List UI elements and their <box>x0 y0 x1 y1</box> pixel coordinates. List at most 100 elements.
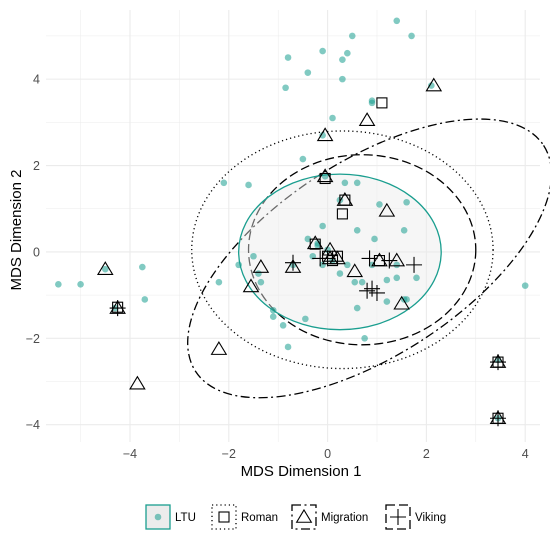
migration-point <box>242 278 260 293</box>
ltu-point <box>408 32 415 40</box>
migration-point <box>316 168 334 183</box>
x-tick-label: 4 <box>522 447 529 461</box>
ltu-point <box>393 17 401 25</box>
y-axis-title: MDS Dimension 2 <box>8 170 25 291</box>
ltu-point <box>77 281 84 288</box>
ltu-point <box>393 261 401 269</box>
migration-point <box>371 252 388 267</box>
ltu-point <box>302 315 309 323</box>
ltu-point <box>361 335 368 342</box>
ltu-point <box>250 252 257 260</box>
legend-key-marker <box>295 508 313 523</box>
ltu-point <box>101 265 109 273</box>
migration-point <box>210 341 228 355</box>
migration-point <box>336 192 354 206</box>
ltu-point <box>341 179 349 187</box>
ellipse-viking <box>247 154 477 346</box>
legend-key-box <box>211 504 237 530</box>
roman-point <box>336 208 348 220</box>
ltu-point <box>353 227 361 234</box>
ltu-point <box>139 263 146 271</box>
ltu-point <box>344 261 351 269</box>
data-points <box>55 17 529 427</box>
viking-point <box>361 250 378 267</box>
migration-point <box>425 77 443 92</box>
ltu-point <box>376 201 383 208</box>
ltu-point <box>339 56 346 63</box>
ltu-point <box>282 84 289 92</box>
x-axis-title: MDS Dimension 1 <box>241 463 362 480</box>
ltu-point <box>319 47 326 55</box>
ltu-point <box>321 173 329 180</box>
y-tick-label: 0 <box>33 245 40 259</box>
ltu-point <box>413 274 420 282</box>
y-tick-label: 4 <box>33 73 40 87</box>
migration-point <box>358 112 376 126</box>
migration-point <box>129 375 146 390</box>
viking-point <box>359 282 376 299</box>
y-tick-label: 2 <box>33 159 40 173</box>
ltu-point <box>284 343 292 351</box>
ltu-point <box>521 282 529 289</box>
legend-label: Migration <box>321 512 368 524</box>
ltu-point <box>329 114 336 122</box>
viking-point <box>381 252 398 269</box>
ltu-point <box>269 306 277 314</box>
legend-key-marker <box>218 511 230 523</box>
ltu-point <box>319 222 326 230</box>
grid-lines <box>46 10 540 442</box>
legend-item-roman: Roman <box>211 504 278 530</box>
viking-point <box>285 254 301 271</box>
ltu-point <box>279 322 287 329</box>
viking-point <box>109 300 126 317</box>
legend-key-box <box>291 504 317 530</box>
migration-point <box>284 258 302 273</box>
ltu-point <box>383 298 391 305</box>
legend-key-marker <box>154 513 162 521</box>
ltu-point <box>353 304 361 312</box>
legend-label: LTU <box>175 512 196 524</box>
ltu-point <box>220 179 228 187</box>
migration-point <box>306 235 324 250</box>
migration-point <box>329 250 346 265</box>
ltu-point <box>358 278 366 286</box>
ltu-point <box>348 32 356 40</box>
viking-point <box>490 354 507 371</box>
y-tick-label: −4 <box>26 418 40 432</box>
y-tick-label: −2 <box>26 332 40 346</box>
legend-label: Viking <box>415 512 446 524</box>
ellipse-roman <box>191 130 494 370</box>
migration-point <box>96 261 114 275</box>
migration-point <box>316 127 334 142</box>
ltu-point <box>428 82 435 89</box>
confidence-ellipses <box>187 118 550 399</box>
x-tick-label: 2 <box>423 447 430 461</box>
ltu-point <box>339 75 346 83</box>
viking-point <box>406 256 423 273</box>
ltu-point <box>393 274 401 282</box>
ltu-point <box>235 261 242 269</box>
x-tick-label: 0 <box>324 447 331 461</box>
ltu-point <box>55 281 62 288</box>
migration-point <box>393 295 411 310</box>
series-viking <box>109 250 507 427</box>
legend-item-ltu: LTU <box>145 504 196 530</box>
migration-point <box>388 252 406 267</box>
ltu-point <box>336 270 344 277</box>
migration-point <box>378 202 396 217</box>
migration-point <box>321 241 339 256</box>
roman-point <box>376 97 388 109</box>
viking-point <box>319 250 336 267</box>
ltu-point <box>344 49 351 57</box>
x-tick-label: −2 <box>222 447 236 461</box>
legend-key-marker <box>390 509 406 525</box>
migration-point <box>346 263 364 278</box>
x-tick-label: −4 <box>123 447 137 461</box>
ltu-point <box>257 278 265 286</box>
ltu-point <box>269 313 277 321</box>
viking-point <box>490 410 507 427</box>
legend-label: Roman <box>241 512 278 524</box>
ltu-point <box>304 235 312 243</box>
ltu-point <box>299 155 307 163</box>
